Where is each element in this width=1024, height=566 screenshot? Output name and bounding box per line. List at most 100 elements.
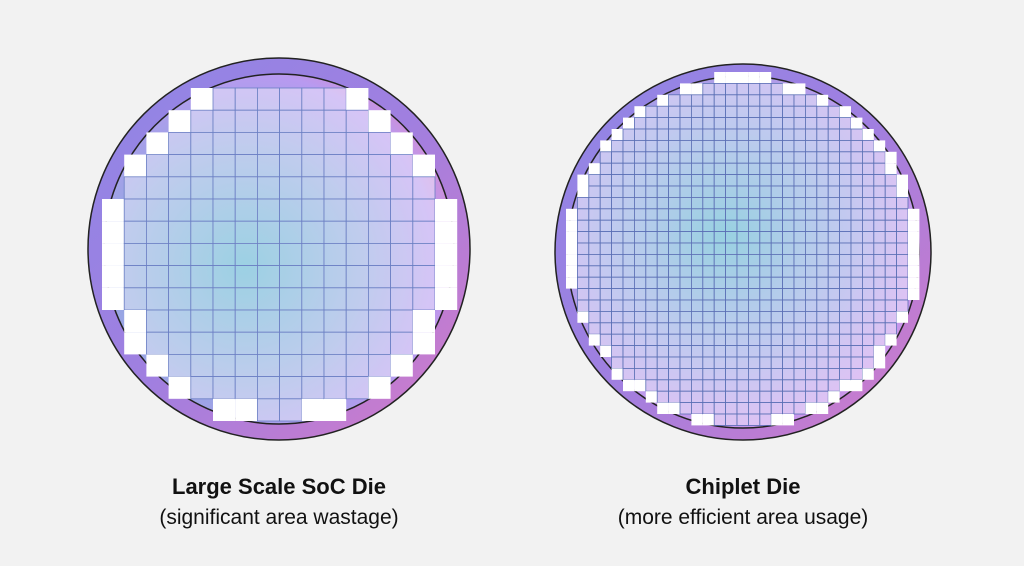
die [645,231,658,244]
die [793,379,806,392]
die [770,390,784,404]
die [634,151,647,164]
die [145,331,169,355]
die [367,265,391,289]
die [713,356,727,369]
die [702,253,715,267]
die [323,109,347,133]
die [212,198,236,222]
die [323,287,347,311]
die [691,231,704,244]
wasted-die [435,243,458,266]
die [816,288,829,301]
die [770,276,784,290]
die [759,379,772,392]
wasted-die [908,231,920,243]
die [190,353,214,377]
die [702,402,715,415]
die [827,310,841,324]
die [691,242,704,255]
die [759,128,772,141]
wasted-die [851,379,863,392]
die [412,176,436,200]
die [323,265,347,289]
wasted-die [435,221,458,244]
die [679,208,692,221]
die [412,265,436,289]
die [301,109,325,133]
die [759,288,772,301]
die [691,253,704,267]
die [668,128,681,141]
die [827,174,841,187]
die [748,333,761,347]
die [827,219,841,232]
die [256,131,280,155]
die [622,288,635,301]
die [256,287,280,311]
die [839,242,852,255]
die [588,231,601,244]
die [782,345,795,358]
die [873,333,886,347]
die [577,253,590,267]
die [234,154,258,178]
wasted-die [600,345,612,357]
die [839,231,852,244]
die [884,310,898,324]
die [839,288,852,301]
die [850,253,863,267]
die [599,322,613,335]
die [839,174,852,187]
die [884,299,898,312]
die [884,196,898,210]
die [611,151,624,164]
die [713,94,727,107]
die [702,310,715,324]
die [702,356,715,369]
die [759,94,772,107]
die [656,356,670,369]
die [190,331,214,355]
wasted-die [566,231,578,243]
wasted-die [368,110,391,133]
die [725,390,738,404]
die [577,219,590,232]
die [816,367,829,381]
die [212,154,236,178]
die [679,196,692,210]
die [759,208,772,221]
die [759,390,772,404]
die [577,242,590,255]
die [256,398,280,422]
die [367,331,391,355]
die [345,242,369,266]
die [713,345,727,358]
wasted-die [873,357,886,369]
die [577,265,590,278]
wasted-die [190,88,213,111]
die [577,276,590,290]
die [645,322,658,335]
die [691,276,704,290]
wasted-die [124,310,147,333]
die [782,139,795,153]
die [234,220,258,244]
die [588,288,601,301]
die [850,322,863,335]
die [679,333,692,347]
die [805,310,818,324]
die [873,310,886,324]
die [634,208,647,221]
die [279,376,303,400]
wasted-die [908,265,920,278]
die [736,185,749,198]
die [862,322,875,335]
wasted-die [896,174,908,186]
die [862,174,875,187]
die [323,87,347,111]
die [668,288,681,301]
die [896,196,909,210]
die [782,276,795,290]
die [725,413,738,426]
